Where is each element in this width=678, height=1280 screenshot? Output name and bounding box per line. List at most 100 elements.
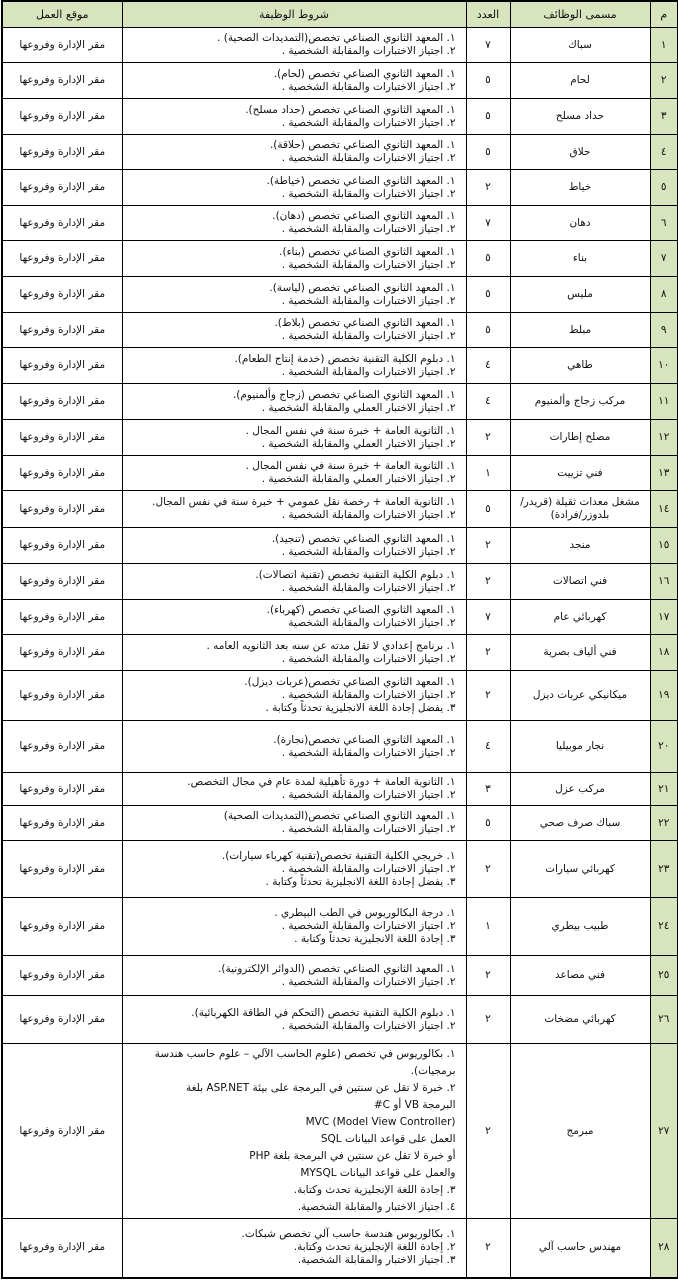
- row-number: ٢١: [649, 772, 678, 806]
- job-title: دهان: [509, 205, 651, 241]
- job-count: ٥: [465, 312, 511, 348]
- job-title: سباك صرف صحي: [509, 805, 651, 841]
- job-title: طاهي: [509, 347, 651, 384]
- condition-line: ٢. اجتياز الاختبارات والمقابلة الشخصية .: [281, 223, 456, 235]
- job-title: نجار موبيليا: [509, 720, 651, 773]
- row-number: ٣: [649, 98, 678, 135]
- row-number: ٤: [649, 134, 678, 170]
- job-title: مشغل معدات ثقيلة (قريدر/بلدوزر/فرادة): [509, 490, 651, 528]
- condition-line: ٤. اجتياز الاختبار والمقابلة الشخصية.: [297, 1201, 456, 1213]
- condition-line: والعمل على قواعد البيانات MYSQL: [300, 1167, 456, 1179]
- table-row: ١٢ مصلح إطارات ٢ ١. الثانوية العامة + خبرة …: [1, 419, 678, 456]
- job-count: ٧: [465, 205, 511, 241]
- job-conditions: ١. برنامج إعدادي لا تقل مدته عن سنه بعد …: [121, 634, 467, 671]
- header-count: العدد: [465, 0, 511, 28]
- job-title: مركب عزل: [509, 772, 651, 806]
- work-location: مقر الإدارة وفروعها: [1, 383, 123, 420]
- job-count: ٢: [465, 670, 511, 721]
- condition-line: ١. دبلوم الكلية التقنية تخصص (التحكم في …: [191, 1006, 456, 1019]
- work-location: مقر الإدارة وفروعها: [1, 419, 123, 456]
- work-location: مقر الإدارة وفروعها: [1, 98, 123, 135]
- condition-line: ٢. اجتياز الاختبارات والمقابلة الشخصية .: [281, 823, 456, 835]
- table-row: ١٠ طاهي ٤ ١. دبلوم الكلية التقنية تخصص (خدم…: [1, 347, 678, 384]
- job-title: مهندس حاسب آلي: [509, 1218, 651, 1278]
- condition-line: ١. المعهد الثانوي الصناعي تخصص (بناء).: [279, 245, 456, 258]
- job-count: ٢: [465, 634, 511, 671]
- condition-line: ٢. اجتياز الاختبارات والمقابلة الشخصية .: [281, 789, 456, 801]
- job-count: ٥: [465, 134, 511, 170]
- condition-line: ٢. اجتياز الاختبارات والمقابلة الشخصية .: [281, 581, 456, 594]
- job-count: ٤: [465, 383, 511, 420]
- row-number: ٢٣: [649, 840, 678, 898]
- table-row: ٩ مبلط ٥ ١. المعهد الثانوي الصناعي تخصص (بل…: [1, 312, 678, 348]
- condition-line: ٢. اجتياز الاختبار العملي والمقابلة الشخ…: [261, 437, 456, 450]
- job-count: ٢: [465, 955, 511, 996]
- work-location: مقر الإدارة وفروعها: [1, 955, 123, 996]
- job-conditions: ١. دبلوم الكلية التقنية تخصص (تقنية اتصا…: [121, 563, 467, 600]
- condition-line: ١. الثانوية العامة + خبرة سنة في نفس الم…: [245, 460, 456, 472]
- condition-line: ٢. اجتياز الاختبارات والمقابلة الشخصية .: [281, 258, 456, 271]
- job-title: فني ألياف بصرية: [509, 634, 651, 671]
- row-number: ٢٨: [649, 1218, 678, 1278]
- job-count: ٢: [465, 527, 511, 564]
- row-number: ١٠: [649, 347, 678, 384]
- work-location: مقر الإدارة وفروعها: [1, 276, 123, 313]
- job-title: فني تزييت: [509, 455, 651, 491]
- header-location: موقع العمل: [1, 0, 123, 28]
- condition-line: ١. المعهد الثانوي الصناعي تخصص (حلاقة).: [269, 139, 456, 151]
- job-conditions: ١. المعهد الثانوي الصناعي تخصص (بناء). ٢.…: [121, 240, 467, 277]
- job-title: ميكانيكي عربات ديزل: [509, 670, 651, 721]
- condition-line: ١. بكالوريوس هندسة حاسب آلي تخصص شبكات.: [241, 1228, 456, 1241]
- job-count: ٧: [465, 27, 511, 63]
- condition-line: ١. الثانوية العامة + خبرة سنة في نفس الم…: [245, 424, 456, 437]
- condition-line: ١. المعهد الثانوي الصناعي تخصص (لحام).: [273, 67, 456, 80]
- table-row: ٢٢ سباك صرف صحي ٥ ١. المعهد الثانوي الصناعي…: [1, 805, 678, 841]
- condition-line: ١. خريجي الكلية التقنية تخصص(تقنية كهربا…: [221, 849, 456, 862]
- job-count: ٥: [465, 240, 511, 277]
- condition-line: ١. المعهد الثانوي الصناعي تخصص(التمديدات…: [223, 810, 456, 822]
- job-title: مبلط: [509, 312, 651, 348]
- condition-line: ٢. اجتياز الاختبارات والمقابلة الشخصية .: [281, 365, 456, 378]
- header-num: م: [649, 0, 678, 28]
- job-count: ٢: [465, 419, 511, 456]
- condition-line: ١. درجة البكالوريوس في الطب البيطري .: [274, 907, 456, 919]
- condition-line: ٢. اجتياز الاختبارات والمقابلة الشخصية .: [281, 116, 456, 129]
- job-count: ٤: [465, 720, 511, 773]
- work-location: مقر الإدارة وفروعها: [1, 62, 123, 99]
- row-number: ٢٥: [649, 955, 678, 996]
- work-location: مقر الإدارة وفروعها: [1, 1043, 123, 1219]
- row-number: ٢٧: [649, 1043, 678, 1219]
- job-conditions: ١. المعهد الثانوي الصناعي تخصص(نجارة). ٢.…: [121, 720, 467, 773]
- job-count: ١: [465, 897, 511, 956]
- table-row: ٢٠ نجار موبيليا ٤ ١. المعهد الثانوي الصناعي…: [1, 720, 678, 773]
- job-conditions: ١. الثانوية العامة + رخصة نقل عمومي + خب…: [121, 490, 467, 528]
- job-count: ٥: [465, 62, 511, 99]
- condition-line: ٢. اجتياز الاختبارات والمقابلة الشخصية .: [281, 689, 456, 701]
- condition-line: ٢. اجتياز الاختبارات والمقابلة الشخصية .: [281, 45, 456, 57]
- condition-line: ٢. اجتياز الاختبارات والمقابلة الشخصية .: [281, 294, 456, 307]
- work-location: مقر الإدارة وفروعها: [1, 772, 123, 806]
- job-conditions: ١. المعهد الثانوي الصناعي تخصص (بلاط). ٢.…: [121, 312, 467, 348]
- work-location: مقر الإدارة وفروعها: [1, 563, 123, 600]
- condition-line: ٢. اجتياز الاختبارات والمقابلة الشخصية .: [281, 330, 456, 342]
- condition-line: ١. المعهد الثانوي الصناعي تخصص(عربات ديز…: [244, 676, 456, 688]
- condition-line: العمل على قواعد البيانات SQL: [320, 1133, 456, 1145]
- condition-line: ٣. اجتياز الاختبار والمقابلة الشخصية.: [297, 1254, 456, 1267]
- row-number: ٦: [649, 205, 678, 241]
- work-location: مقر الإدارة وفروعها: [1, 634, 123, 671]
- row-number: ١٧: [649, 599, 678, 635]
- row-number: ٢٤: [649, 897, 678, 956]
- job-conditions: ١. دبلوم الكلية التقنية تخصص (خدمة إنتاج…: [121, 347, 467, 384]
- condition-line: ١. المعهد الثانوي الصناعي تخصص (زجاج وأل…: [232, 388, 456, 401]
- condition-line: MVC (Model View Controller): [305, 1116, 456, 1128]
- job-conditions: ١. درجة البكالوريوس في الطب البيطري . ٢. …: [121, 897, 467, 956]
- condition-line: ١. المعهد الثانوي الصناعي تخصص (حداد مسل…: [245, 103, 456, 116]
- job-conditions: ١. المعهد الثانوي الصناعي تخصص (حداد مسل…: [121, 98, 467, 135]
- job-count: ٣: [465, 772, 511, 806]
- condition-line: ٢. اجتياز الاختبارات والمقابلة الشخصية .: [281, 1019, 456, 1032]
- work-location: مقر الإدارة وفروعها: [1, 205, 123, 241]
- condition-line: برمجيات).: [410, 1065, 456, 1077]
- row-number: ٥: [649, 169, 678, 206]
- table-body: ١ سباك ٧ ١. المعهد الثانوي الصناعي تخصص(الت…: [1, 27, 678, 1278]
- job-conditions: ١. المعهد الثانوي الصناعي تخصص (لحام). ٢.…: [121, 62, 467, 99]
